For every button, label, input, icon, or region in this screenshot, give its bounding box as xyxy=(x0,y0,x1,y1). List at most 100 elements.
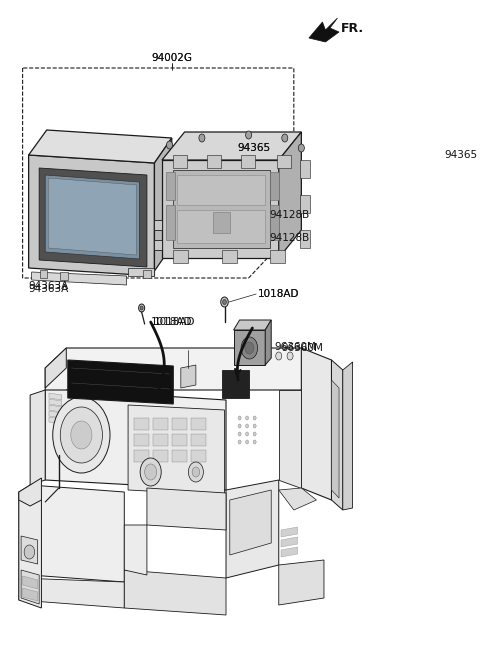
Circle shape xyxy=(71,421,92,449)
Polygon shape xyxy=(281,527,298,537)
Polygon shape xyxy=(60,272,68,280)
Polygon shape xyxy=(281,537,298,547)
Polygon shape xyxy=(32,272,127,285)
Text: 96360M: 96360M xyxy=(274,342,316,352)
Circle shape xyxy=(144,464,156,480)
Circle shape xyxy=(253,424,256,428)
Polygon shape xyxy=(213,212,230,233)
Circle shape xyxy=(238,416,241,420)
Bar xyxy=(191,450,205,462)
Circle shape xyxy=(238,424,241,428)
Bar xyxy=(134,434,149,446)
Polygon shape xyxy=(45,175,139,259)
Circle shape xyxy=(241,337,258,359)
Polygon shape xyxy=(19,478,41,506)
Polygon shape xyxy=(230,490,271,555)
Polygon shape xyxy=(124,570,226,615)
Text: 1018AD: 1018AD xyxy=(151,317,192,327)
Polygon shape xyxy=(68,360,173,404)
Polygon shape xyxy=(279,560,324,605)
Polygon shape xyxy=(155,220,162,230)
Bar xyxy=(172,450,187,462)
Bar xyxy=(172,434,187,446)
Circle shape xyxy=(140,458,161,486)
Polygon shape xyxy=(270,250,285,263)
Polygon shape xyxy=(234,330,265,365)
Polygon shape xyxy=(49,399,62,406)
Polygon shape xyxy=(49,411,62,418)
Circle shape xyxy=(299,144,304,152)
Polygon shape xyxy=(166,205,175,240)
Text: 96360M: 96360M xyxy=(281,343,323,353)
Circle shape xyxy=(253,440,256,444)
Text: 94128B: 94128B xyxy=(270,210,310,220)
Polygon shape xyxy=(177,175,265,205)
Polygon shape xyxy=(19,578,124,608)
Polygon shape xyxy=(21,536,37,564)
Circle shape xyxy=(140,306,143,310)
Circle shape xyxy=(245,342,254,354)
Text: 94365: 94365 xyxy=(444,150,478,160)
Text: FR.: FR. xyxy=(340,22,364,35)
Circle shape xyxy=(199,134,205,142)
Polygon shape xyxy=(173,250,188,263)
Circle shape xyxy=(167,141,172,149)
Polygon shape xyxy=(234,320,271,330)
Polygon shape xyxy=(300,230,311,248)
Polygon shape xyxy=(332,380,339,498)
Polygon shape xyxy=(279,132,301,258)
Circle shape xyxy=(221,297,228,307)
Polygon shape xyxy=(181,365,196,388)
Text: 94002G: 94002G xyxy=(151,53,192,63)
Polygon shape xyxy=(281,547,298,557)
Circle shape xyxy=(287,352,293,360)
Polygon shape xyxy=(124,525,147,575)
Polygon shape xyxy=(40,270,48,278)
Polygon shape xyxy=(222,370,249,398)
Circle shape xyxy=(188,462,204,482)
Polygon shape xyxy=(332,360,343,510)
Polygon shape xyxy=(49,405,62,412)
Bar xyxy=(153,434,168,446)
Polygon shape xyxy=(226,480,279,578)
Polygon shape xyxy=(265,320,271,365)
Polygon shape xyxy=(162,132,301,160)
Circle shape xyxy=(253,432,256,436)
Circle shape xyxy=(276,352,282,360)
Text: 1018AD: 1018AD xyxy=(154,317,195,327)
Polygon shape xyxy=(300,160,311,178)
Polygon shape xyxy=(19,492,41,608)
Polygon shape xyxy=(128,268,155,276)
Bar xyxy=(191,418,205,430)
Polygon shape xyxy=(301,348,332,500)
Polygon shape xyxy=(23,588,37,601)
Polygon shape xyxy=(143,270,151,278)
Circle shape xyxy=(24,545,35,559)
Text: 94365: 94365 xyxy=(237,143,270,153)
Polygon shape xyxy=(270,205,279,240)
Circle shape xyxy=(223,300,227,304)
Polygon shape xyxy=(309,18,339,42)
Polygon shape xyxy=(30,390,45,485)
Polygon shape xyxy=(21,570,39,604)
Polygon shape xyxy=(173,170,270,248)
Text: 94002G: 94002G xyxy=(151,53,192,63)
Bar xyxy=(134,450,149,462)
Polygon shape xyxy=(29,130,172,163)
Polygon shape xyxy=(166,172,175,200)
Polygon shape xyxy=(207,155,221,168)
Polygon shape xyxy=(49,417,62,424)
Circle shape xyxy=(192,467,200,477)
Bar xyxy=(134,418,149,430)
Circle shape xyxy=(60,407,102,463)
Circle shape xyxy=(282,134,288,142)
Polygon shape xyxy=(241,155,255,168)
Polygon shape xyxy=(30,485,124,582)
Polygon shape xyxy=(300,195,311,213)
Polygon shape xyxy=(162,160,279,258)
Polygon shape xyxy=(29,155,155,276)
Polygon shape xyxy=(45,348,332,410)
Polygon shape xyxy=(48,178,136,255)
Bar xyxy=(191,434,205,446)
Polygon shape xyxy=(173,155,187,168)
